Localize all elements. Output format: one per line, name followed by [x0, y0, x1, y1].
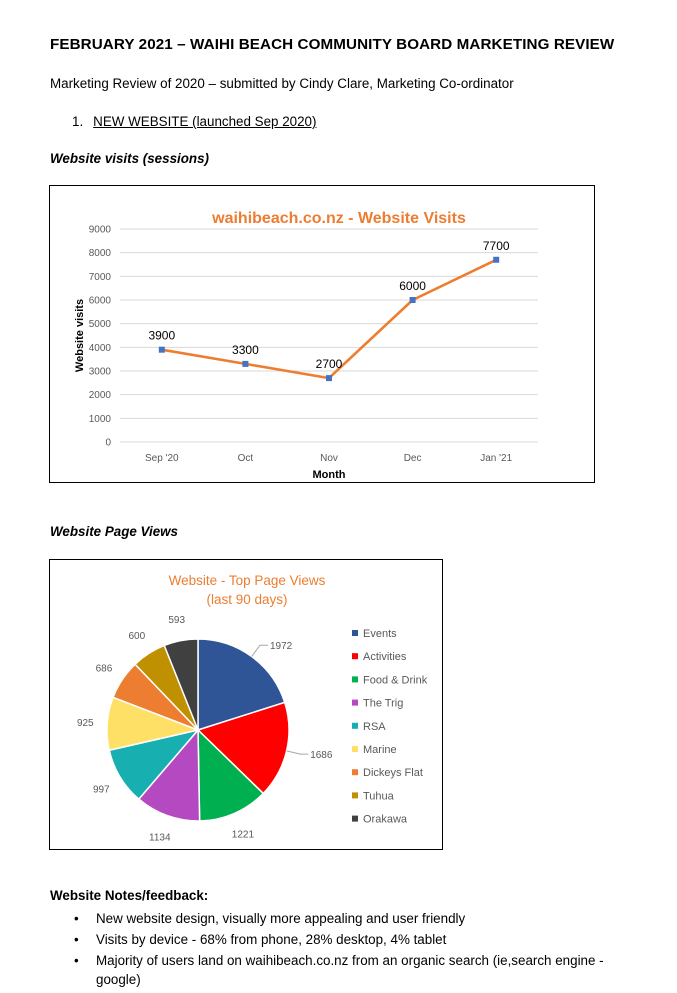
legend-entry: Food & Drink: [363, 674, 428, 686]
notes-heading: Website Notes/feedback:: [50, 888, 209, 903]
y-tick-label: 8000: [89, 248, 112, 259]
y-axis-label: Website visits: [74, 299, 86, 372]
data-label: 997: [93, 784, 110, 795]
pie-slice: [137, 728, 201, 822]
legend-entry: Dickeys Flat: [363, 767, 423, 779]
legend-entry: The Trig: [363, 698, 403, 710]
data-label: 1134: [149, 832, 171, 843]
notes-list: • New website design, visually more appea…: [72, 909, 632, 991]
section-number: 1.: [72, 114, 84, 129]
section-label: NEW WEBSITE (launched Sep 2020): [93, 114, 317, 129]
section-heading: 1. NEW WEBSITE (launched Sep 2020): [72, 114, 316, 129]
x-tick-label: Sep '20: [145, 453, 179, 464]
leader-line: [251, 644, 268, 657]
data-label: 7700: [483, 239, 510, 253]
data-label: 3900: [148, 329, 175, 343]
legend-swatch: [352, 722, 358, 729]
bullet-icon: •: [74, 953, 79, 968]
pie-slice: [163, 638, 199, 731]
list-item: • Visits by device - 68% from phone, 28% …: [72, 930, 632, 949]
data-label: 6000: [399, 279, 426, 293]
y-tick-label: 4000: [89, 343, 112, 354]
pie-slice: [197, 638, 286, 732]
chart-subtitle: (last 90 days): [206, 592, 287, 607]
data-label: 1686: [310, 750, 333, 761]
legend-swatch: [352, 746, 358, 752]
legend-entry: Orakawa: [363, 814, 408, 826]
visits-chart-frame: waihibeach.co.nz - Website Visits 0 1000 20…: [49, 185, 595, 483]
document-title: FEBRUARY 2021 – WAIHI BEACH COMMUNITY BO…: [50, 36, 615, 53]
y-tick-label: 6000: [89, 296, 112, 307]
data-point: [493, 256, 500, 263]
bullet-icon: •: [74, 911, 79, 926]
legend-entry: Activities: [363, 651, 407, 663]
y-tick-label: 9000: [89, 225, 112, 236]
legend-swatch: [352, 630, 358, 636]
data-label: 1972: [270, 641, 293, 652]
legend-entry: RSA: [363, 721, 386, 733]
list-item: • New website design, visually more appea…: [72, 909, 632, 928]
data-point: [158, 346, 165, 353]
data-label: 925: [77, 718, 94, 729]
legend-swatch: [352, 815, 358, 822]
chart-title: Website - Top Page Views: [169, 573, 326, 588]
legend-swatch: [352, 769, 358, 776]
pageviews-heading: Website Page Views: [50, 524, 179, 539]
legend-swatch: [352, 676, 358, 683]
data-label: 600: [129, 631, 146, 642]
legend-entry: Events: [363, 628, 397, 640]
y-tick-label: 2000: [89, 390, 112, 401]
x-tick-label: Dec: [404, 453, 422, 464]
note-text: Majority of users land on waihibeach.co.…: [96, 953, 604, 987]
legend-entry: Marine: [363, 744, 397, 756]
data-label: 1221: [232, 830, 255, 841]
data-label: 2700: [316, 357, 343, 371]
chart-title: waihibeach.co.nz - Website Visits: [211, 210, 466, 227]
list-item: • Majority of users land on waihibeach.co…: [72, 951, 632, 989]
x-axis-label: Month: [313, 469, 346, 481]
visits-heading: Website visits (sessions): [50, 151, 210, 166]
data-label: 3300: [232, 343, 259, 357]
legend-swatch: [352, 699, 358, 706]
x-tick-label: Oct: [238, 453, 254, 464]
pie-slice: [196, 701, 290, 795]
visits-line-chart: waihibeach.co.nz - Website Visits 0 1000 20…: [74, 210, 538, 481]
x-tick-label: Jan '21: [480, 453, 512, 464]
note-text: New website design, visually more appeal…: [96, 911, 466, 926]
pie-slice: [197, 728, 265, 822]
data-point: [326, 375, 332, 382]
data-label: 686: [96, 663, 113, 674]
x-tick-label: Nov: [320, 453, 338, 464]
document-subtitle: Marketing Review of 2020 – submitted by …: [50, 76, 514, 91]
legend-entry: Tuhua: [363, 790, 395, 802]
pageviews-chart-frame: Website - Top Page Views (last 90 days) 19…: [49, 559, 443, 850]
pageviews-pie-chart: Website - Top Page Views (last 90 days) 19…: [77, 573, 428, 843]
note-text: Visits by device - 68% from phone, 28% d…: [96, 932, 447, 947]
bullet-icon: •: [74, 932, 79, 947]
y-tick-label: 5000: [89, 319, 112, 330]
legend-swatch: [352, 653, 358, 660]
data-point: [242, 360, 249, 367]
y-tick-label: 1000: [89, 414, 112, 425]
legend-swatch: [352, 792, 358, 799]
y-tick-label: 3000: [89, 367, 112, 378]
y-tick-label: 0: [105, 438, 111, 449]
y-tick-label: 7000: [89, 272, 112, 283]
leader-line: [286, 750, 309, 755]
data-point: [409, 297, 416, 303]
data-label: 593: [168, 615, 185, 626]
